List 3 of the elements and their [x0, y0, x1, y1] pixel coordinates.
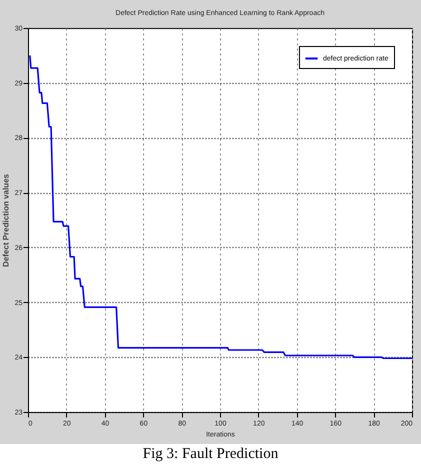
line-series — [29, 54, 412, 360]
y-axis-title: Defect Prediction values — [2, 173, 11, 267]
caption: Fig 3: Fault Prediction — [142, 446, 280, 463]
